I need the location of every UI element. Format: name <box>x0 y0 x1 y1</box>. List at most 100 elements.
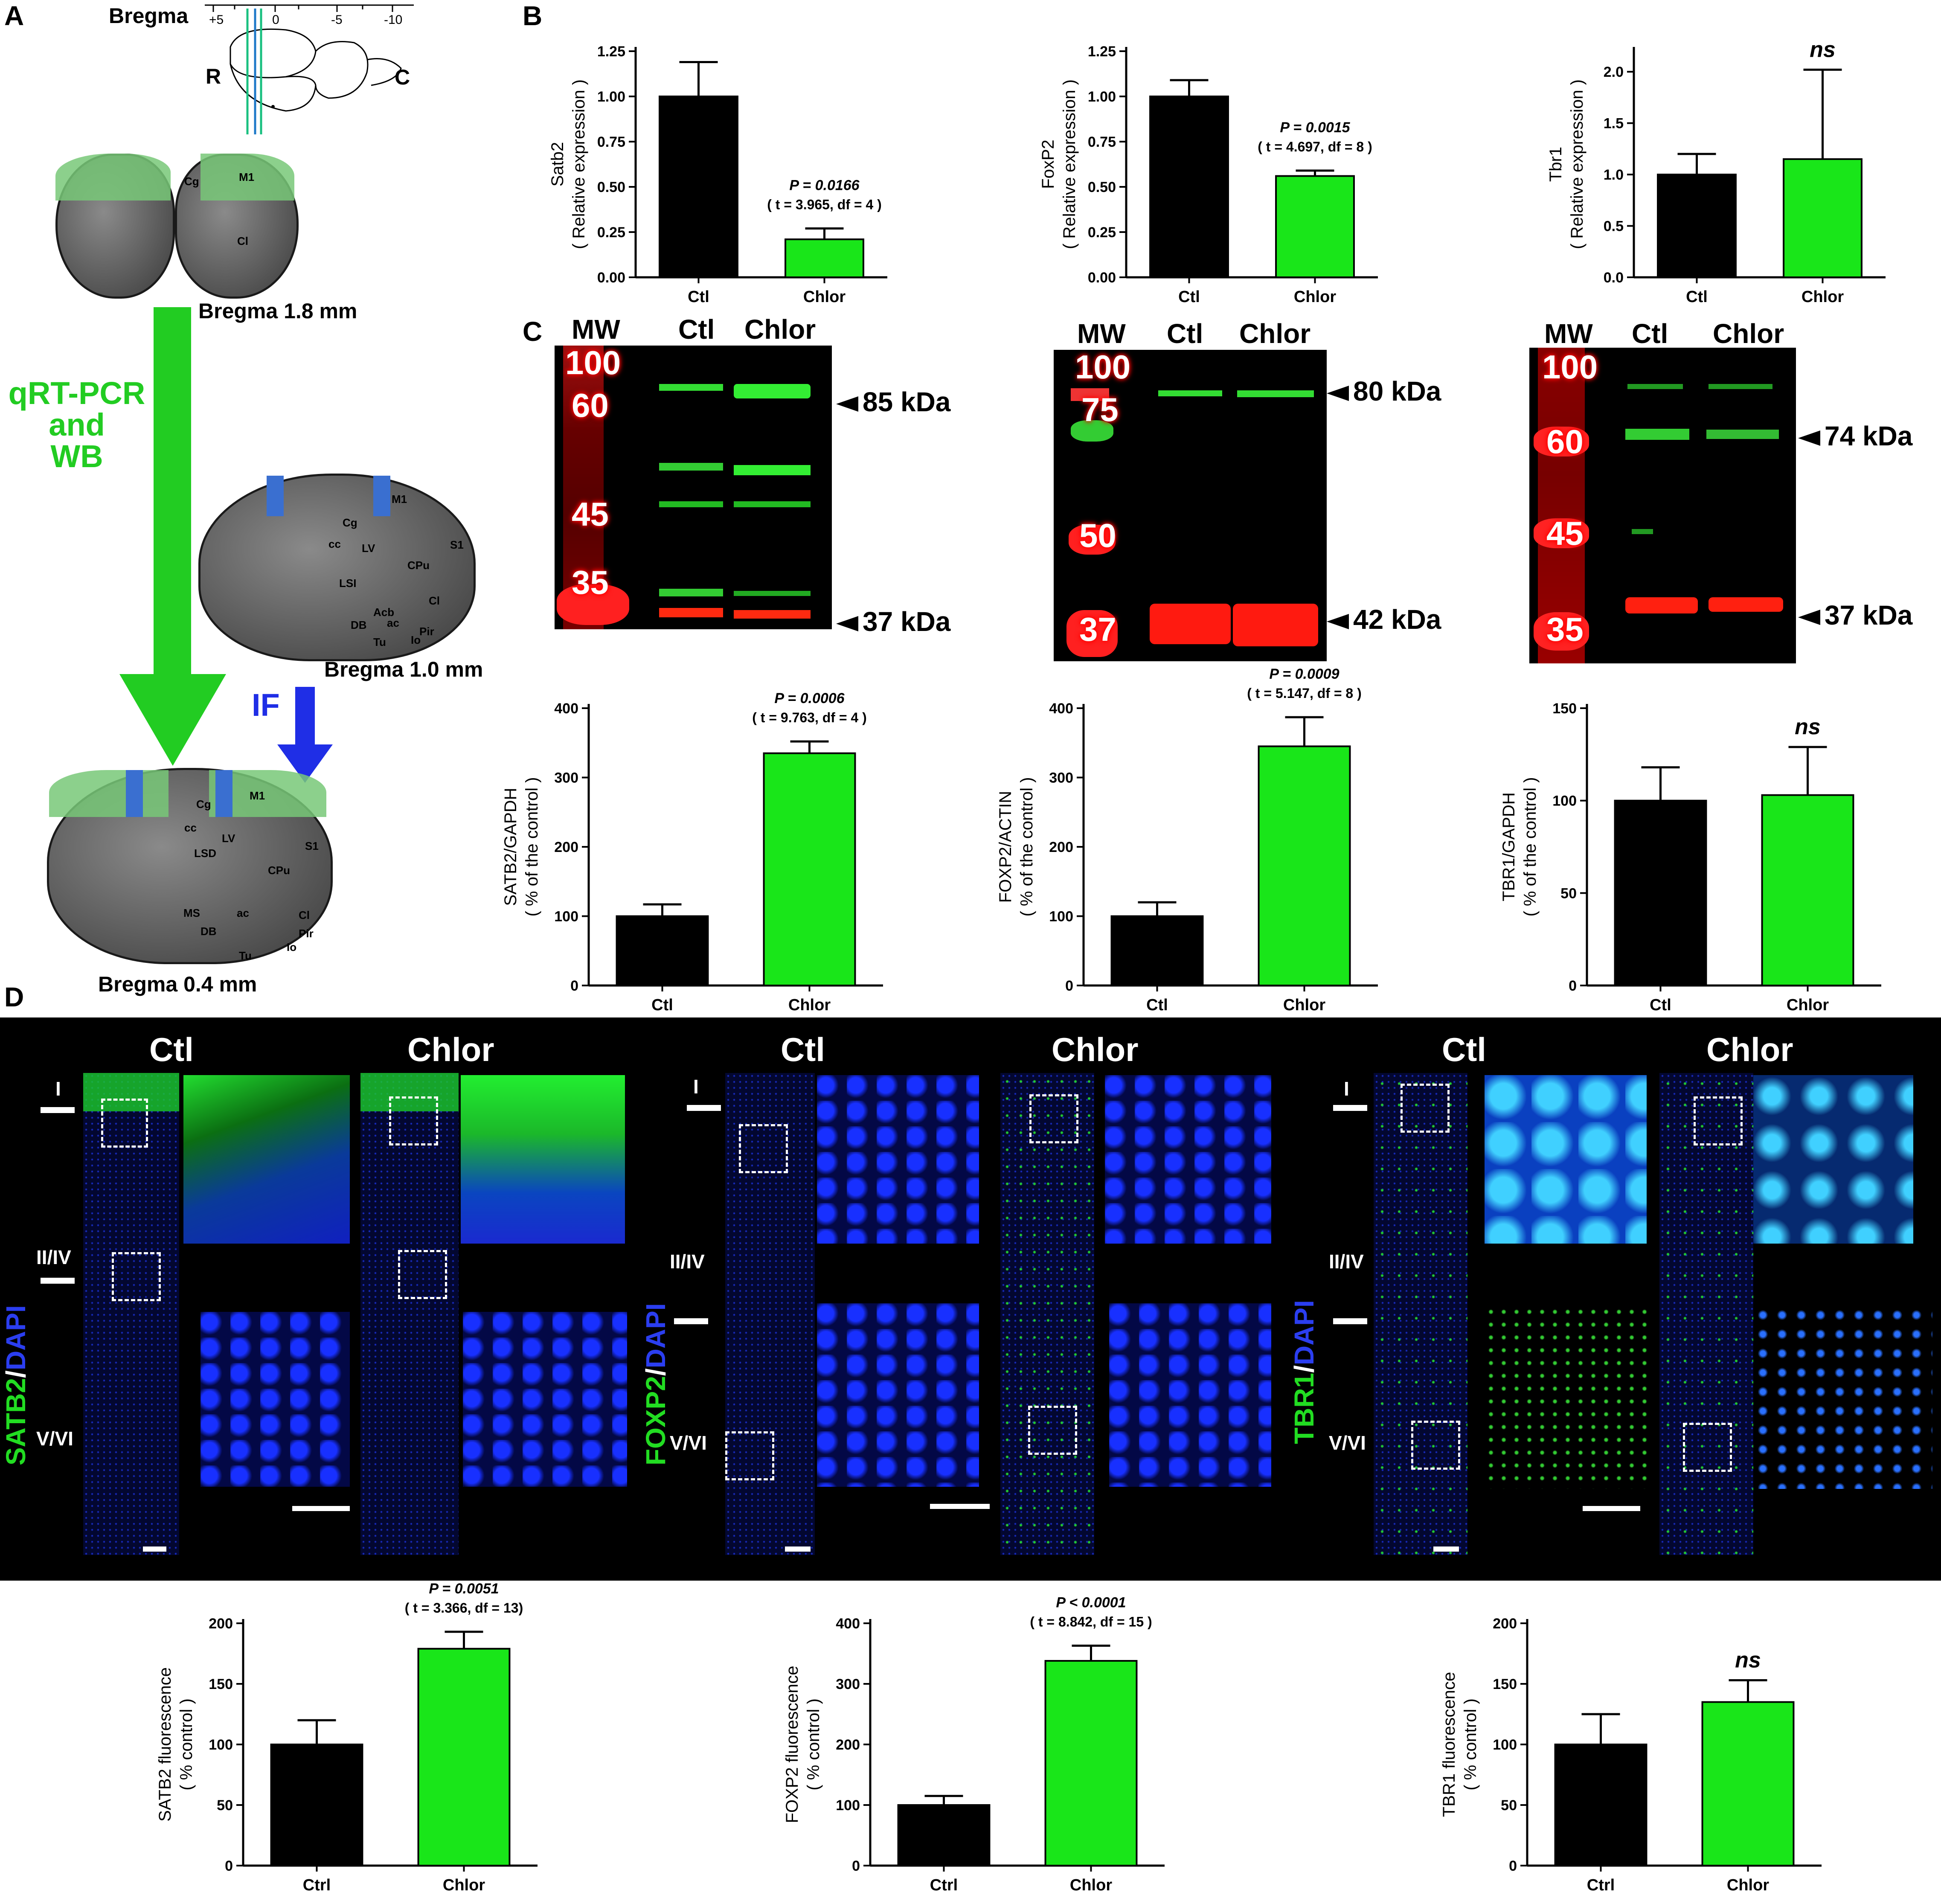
lane-header: Chlor <box>1239 318 1311 349</box>
bar-ctl <box>1149 96 1229 278</box>
ns-annotation: ns <box>1810 37 1836 62</box>
kda-label: 85 kDa <box>836 386 950 418</box>
layer-label: V/VI <box>36 1427 73 1450</box>
blot-image <box>1529 348 1796 663</box>
bar-chlor <box>1258 745 1351 986</box>
bar-chlor <box>1701 1701 1795 1866</box>
y-axis-label: TBR1 fluorescence <box>1440 1672 1459 1817</box>
y-axis-label: FOXP2 fluorescence <box>783 1666 802 1823</box>
bar-ctl <box>659 96 738 278</box>
panel-label-a: A <box>4 0 24 31</box>
blot-image <box>555 346 832 629</box>
scale-tick: -5 <box>331 13 343 27</box>
bar-ctrl <box>897 1804 991 1866</box>
x-tick-label: Ctl <box>688 288 709 306</box>
y-tick-label: 50 <box>1560 885 1577 901</box>
y-tick-label: 0.75 <box>597 134 625 150</box>
whole-brain-schematic: +5 0 -5 -10 <box>205 4 414 134</box>
chart-foxp2-fluorescence: 0 100 200 300 400 Ctrl Chlor FOXP2 fluorescence… <box>783 1595 1165 1894</box>
method-if: IF <box>252 687 280 723</box>
y-tick-label: 1.5 <box>1604 116 1624 132</box>
y-tick-label: 1.00 <box>597 89 625 105</box>
blue-arrow <box>277 687 333 783</box>
y-axis-label: SATB2 fluorescence <box>156 1667 174 1822</box>
p-value-annotation: P = 0.0051 <box>429 1581 499 1597</box>
stats-annotation: ( t = 4.697, df = 8 ) <box>1258 139 1372 154</box>
mw-marker: 35 <box>1546 610 1584 648</box>
y-axis-label: FoxP2 <box>1039 140 1058 189</box>
y-axis-label-units: ( Relative expression ) <box>1568 79 1587 249</box>
x-tick-label: Ctl <box>1146 996 1168 1014</box>
y-tick-label: 1.25 <box>1088 44 1116 60</box>
y-tick-label: 150 <box>1493 1676 1517 1692</box>
x-tick-label: Chlor <box>1283 996 1325 1014</box>
y-axis-label-units: ( Relative expression ) <box>1060 79 1079 249</box>
lane-header: Ctl <box>1167 318 1203 349</box>
y-axis-label-units: ( % control ) <box>1461 1698 1480 1791</box>
p-value-annotation: P = 0.0006 <box>774 690 845 706</box>
x-tick-label: Ctl <box>1686 288 1708 306</box>
y-tick-label: 0 <box>1509 1858 1517 1874</box>
y-tick-label: 100 <box>1049 909 1073 925</box>
column-header: Ctl <box>781 1031 825 1068</box>
lane-header: Chlor <box>1713 318 1784 349</box>
ns-annotation: ns <box>1795 715 1821 739</box>
blot-image <box>1054 350 1327 661</box>
region-label: Cg <box>184 175 199 188</box>
stats-annotation: ( t = 9.763, df = 4 ) <box>752 710 867 725</box>
kda-label: 37 kDa <box>836 606 950 637</box>
y-tick-label: 100 <box>836 1797 860 1814</box>
layer-label: II/IV <box>1329 1250 1364 1273</box>
mw-marker: 60 <box>572 387 609 424</box>
lane-header: Chlor <box>744 314 816 345</box>
bar-chlor <box>1783 158 1863 278</box>
y-tick-label: 300 <box>554 770 578 786</box>
section-3-caption: Bregma 0.4 mm <box>98 972 257 996</box>
y-axis-label: FOXP2/ACTIN <box>996 791 1015 903</box>
y-tick-label: 100 <box>554 909 578 925</box>
region-label: Cl <box>237 235 248 247</box>
scale-tick: +5 <box>209 13 224 27</box>
lane-header: Ctl <box>1632 318 1668 349</box>
y-axis-label: TBR1/GAPDH <box>1499 792 1518 901</box>
bar-ctl <box>1657 174 1737 278</box>
y-tick-label: 200 <box>836 1737 860 1753</box>
bar-chlor <box>1044 1660 1138 1866</box>
layer-label: I <box>693 1076 699 1098</box>
bar-chlor <box>1761 794 1854 986</box>
y-tick-label: 1.0 <box>1604 167 1624 183</box>
ns-annotation: ns <box>1735 1648 1761 1672</box>
y-tick-label: 0 <box>225 1858 233 1874</box>
kda-label: 80 kDa <box>1327 375 1441 407</box>
y-tick-label: 0.00 <box>1088 270 1116 286</box>
bar-chlor <box>785 238 864 279</box>
column-header: Ctl <box>149 1031 194 1068</box>
column-header: Chlor <box>407 1031 494 1068</box>
y-tick-label: 400 <box>836 1616 860 1632</box>
x-tick-label: Chlor <box>443 1876 485 1894</box>
bar-ctl <box>616 915 709 986</box>
section-2-caption: Bregma 1.0 mm <box>324 657 483 681</box>
y-tick-label: 0 <box>570 978 578 994</box>
method-qrtpcr-wb: qRT-PCR and WB <box>8 375 145 474</box>
kda-label: 74 kDa <box>1798 420 1912 452</box>
y-tick-label: 0.75 <box>1088 134 1116 150</box>
x-tick-label: Ctrl <box>1587 1876 1615 1894</box>
layer-label: V/VI <box>670 1432 707 1454</box>
chart-satb2-western: 0 100 200 300 400 Ctl Chlor SATB2/GAPDH( % of t… <box>501 690 883 1014</box>
stats-annotation: ( t = 3.965, df = 4 ) <box>767 197 882 212</box>
rostral-label: R <box>206 64 221 88</box>
y-tick-label: 150 <box>209 1676 233 1692</box>
y-tick-label: 50 <box>217 1797 233 1814</box>
y-axis-label: SATB2/GAPDH <box>501 788 520 906</box>
scale-tick: 0 <box>272 13 279 27</box>
if-panel: Ctl Chlor I II/IV V/VI SATB2/DAPI Ctl Ch… <box>0 1017 1941 1581</box>
mw-marker: 100 <box>565 344 621 381</box>
y-axis-label-units: ( Relative expression ) <box>570 79 588 249</box>
mw-marker: 50 <box>1079 517 1116 554</box>
bar-chlor <box>1275 175 1355 278</box>
mw-marker: 100 <box>1075 348 1131 386</box>
mw-marker: 45 <box>1546 515 1584 552</box>
y-axis-label-units: ( % of the control ) <box>523 777 541 917</box>
kda-label: 42 kDa <box>1327 604 1441 635</box>
